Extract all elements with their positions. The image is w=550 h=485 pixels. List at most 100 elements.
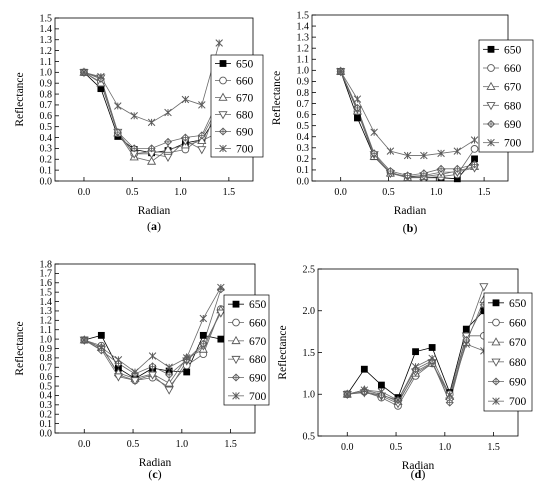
- legend-marker-660: [492, 318, 500, 327]
- data-point-680: [163, 153, 173, 163]
- legend-label: 670: [249, 336, 267, 348]
- series-line-670: [340, 71, 475, 179]
- data-point-700: [428, 354, 436, 363]
- y-axis-label: Reflectance: [14, 72, 26, 126]
- data-point-650: [360, 365, 368, 373]
- data-point-680: [147, 371, 158, 380]
- x-axis-label: Radian: [394, 205, 427, 217]
- data-point-670: [164, 378, 174, 387]
- data-point-650: [199, 331, 207, 339]
- data-point-650: [453, 175, 461, 183]
- y-tick-label: 0.4: [297, 132, 310, 143]
- data-point-650: [97, 331, 105, 339]
- x-tick-label: 0.0: [341, 442, 354, 453]
- y-tick-label: 1.5: [303, 348, 316, 359]
- y-tick-label: 0.2: [297, 154, 310, 165]
- data-point-670: [197, 135, 207, 145]
- plot-frame: [311, 14, 509, 182]
- y-tick-label: 0.0: [40, 428, 53, 439]
- legend-label: 690: [249, 373, 267, 385]
- y-tick-label: 0.9: [40, 79, 53, 90]
- data-point-660: [470, 145, 479, 153]
- legend-marker-700: [487, 138, 495, 147]
- data-point-700: [453, 147, 462, 155]
- legend-label: 700: [504, 138, 522, 150]
- chart-panel-d: 0.5 1.0 1.5 2.0 2.5 0.0 0.5 1.0 1.5 Radian Reflect…: [277, 264, 533, 481]
- legend-label: 650: [509, 298, 527, 310]
- legend-marker-690: [232, 374, 240, 381]
- y-tick-label: 0.0: [297, 176, 310, 187]
- data-point-700: [437, 149, 445, 158]
- y-tick-label: 0.6: [40, 111, 53, 122]
- data-point-670: [147, 156, 157, 165]
- legend-label: 680: [249, 354, 267, 366]
- data-point-690: [148, 145, 155, 152]
- caption-close-paren: ): [157, 219, 161, 233]
- x-tick-label: 1.5: [224, 439, 237, 450]
- y-tick-label: 0.1: [297, 165, 310, 176]
- data-point-690: [404, 172, 412, 179]
- x-tick-label: 0.5: [382, 187, 395, 198]
- legend-label: 680: [509, 357, 527, 369]
- legend-label: 670: [236, 93, 254, 105]
- legend-box: [223, 294, 270, 406]
- data-point-700: [215, 39, 223, 47]
- y-tick-label: 1.4: [40, 24, 53, 35]
- y-tick-label: 0.1: [40, 165, 53, 176]
- y-tick-label: 0.3: [297, 143, 310, 154]
- y-tick-label: 1.3: [40, 306, 53, 317]
- legend: 650 660 670 680 690 700: [223, 294, 270, 406]
- data-point-700: [97, 72, 105, 81]
- data-point-700: [148, 352, 157, 360]
- legend-label: 650: [249, 299, 267, 311]
- data-point-690: [453, 165, 461, 173]
- x-tick-label: 0.0: [78, 439, 91, 450]
- y-tick-label: 0.5: [40, 381, 53, 392]
- legend-marker-670: [218, 92, 228, 101]
- y-tick-label: 0.5: [40, 122, 53, 133]
- legend-box: [478, 39, 534, 153]
- data-point-700: [411, 362, 420, 371]
- legend-marker-690: [219, 128, 227, 135]
- x-tick-label: 0.5: [127, 439, 140, 450]
- legend-marker-660: [219, 76, 227, 85]
- chart-panel-b: 0.00.10.20.30.40.50.60.70.80.91.01.11.21…: [271, 10, 534, 235]
- data-point-690: [114, 128, 122, 136]
- y-tick-label: 1.3: [40, 35, 53, 46]
- data-point-670: [163, 144, 173, 153]
- data-point-700: [199, 314, 208, 323]
- caption-letter: c: [152, 467, 158, 481]
- y-tick-label: 0.5: [297, 121, 310, 132]
- y-tick-label: 2.0: [303, 306, 316, 317]
- data-point-650: [462, 325, 470, 333]
- y-tick-label: 1.2: [40, 46, 53, 57]
- y-tick-label: 1.5: [40, 287, 53, 298]
- data-point-700: [353, 95, 362, 103]
- caption-open-paren: (: [147, 219, 151, 233]
- data-point-700: [445, 391, 454, 399]
- series-line-660: [340, 71, 475, 179]
- data-point-690: [198, 131, 206, 139]
- x-tick-label: 1.5: [478, 187, 491, 198]
- panel-caption: (c): [148, 467, 161, 481]
- data-point-650: [412, 348, 419, 356]
- legend-marker-660: [487, 64, 495, 72]
- data-point-700: [403, 151, 412, 160]
- legend-label: 680: [236, 110, 254, 122]
- caption-close-paren: ): [158, 467, 162, 481]
- x-tick-label: 1.0: [174, 187, 187, 198]
- data-point-650: [428, 344, 436, 351]
- y-tick-label: 0.7: [40, 363, 53, 374]
- data-point-700: [130, 112, 138, 120]
- data-point-690: [420, 169, 428, 177]
- data-point-700: [164, 108, 172, 117]
- data-point-700: [147, 118, 156, 127]
- legend: 650 660 670 680 690 700: [210, 54, 264, 158]
- y-tick-label: 2.5: [303, 264, 316, 275]
- y-tick-label: 1.2: [297, 44, 310, 55]
- data-point-690: [181, 134, 189, 141]
- legend-marker-700: [219, 144, 227, 153]
- data-point-650: [471, 155, 478, 163]
- y-tick-label: 1.6: [40, 278, 53, 289]
- data-point-690: [370, 149, 378, 157]
